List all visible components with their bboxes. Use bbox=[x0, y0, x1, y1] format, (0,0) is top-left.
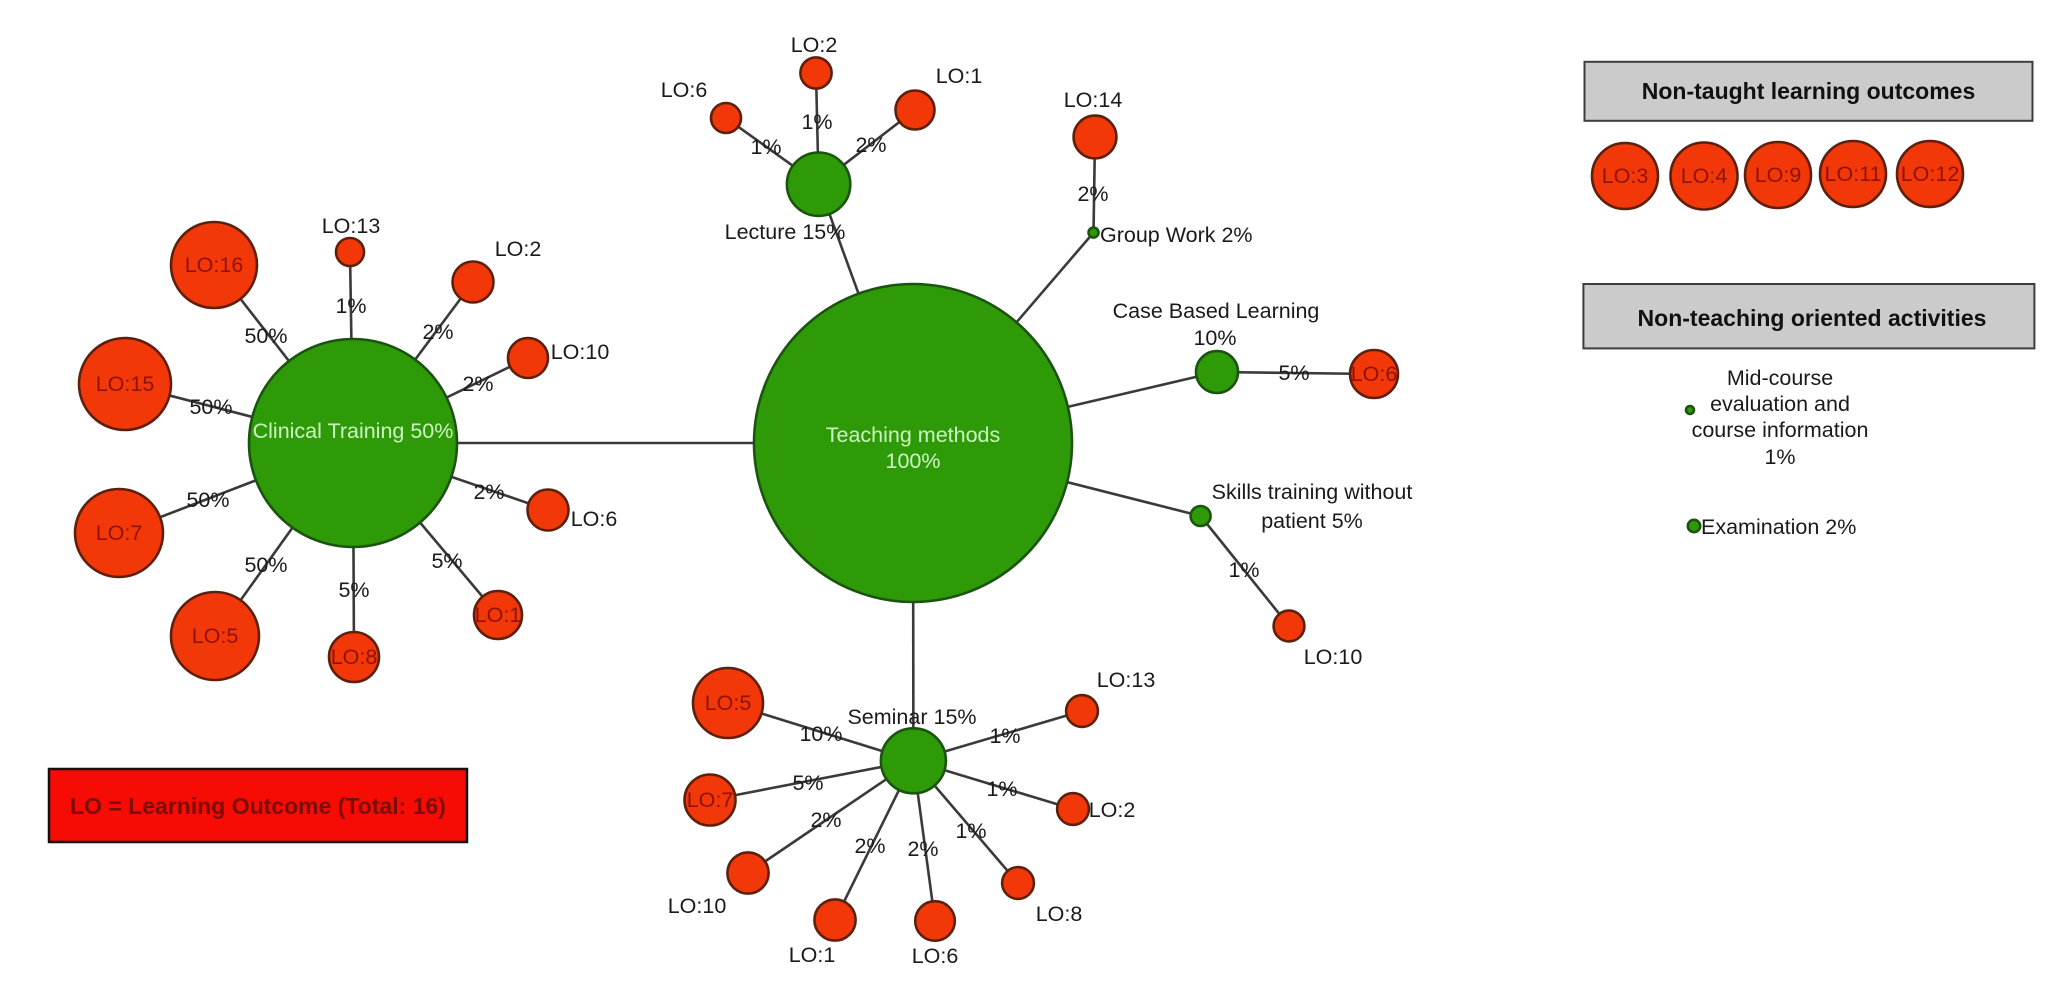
svg-text:LO:6: LO:6 bbox=[912, 944, 959, 968]
svg-text:2%: 2% bbox=[422, 320, 453, 344]
svg-text:2%: 2% bbox=[855, 133, 886, 157]
svg-text:1%: 1% bbox=[986, 777, 1017, 801]
svg-text:5%: 5% bbox=[792, 771, 823, 795]
svg-text:LO:1: LO:1 bbox=[789, 943, 836, 967]
svg-text:LO:15: LO:15 bbox=[96, 372, 155, 396]
svg-text:5%: 5% bbox=[1278, 361, 1309, 385]
svg-text:LO:9: LO:9 bbox=[1755, 163, 1802, 187]
svg-text:1%: 1% bbox=[955, 819, 986, 843]
svg-text:Non-taught learning outcomes: Non-taught learning outcomes bbox=[1642, 78, 1976, 104]
svg-text:evaluation and: evaluation and bbox=[1710, 392, 1850, 416]
svg-text:LO:12: LO:12 bbox=[1901, 162, 1960, 186]
svg-text:1%: 1% bbox=[1228, 558, 1259, 582]
svg-text:LO:10: LO:10 bbox=[668, 894, 727, 918]
svg-text:50%: 50% bbox=[186, 488, 229, 512]
svg-text:10%: 10% bbox=[799, 722, 842, 746]
svg-text:Seminar 15%: Seminar 15% bbox=[847, 705, 976, 729]
svg-text:Non-teaching oriented activiti: Non-teaching oriented activities bbox=[1638, 305, 1987, 331]
svg-text:1%: 1% bbox=[989, 724, 1020, 748]
svg-text:1%: 1% bbox=[335, 294, 366, 318]
svg-text:LO:3: LO:3 bbox=[1602, 164, 1649, 188]
svg-text:5%: 5% bbox=[431, 549, 462, 573]
svg-text:LO:10: LO:10 bbox=[1304, 645, 1363, 669]
svg-text:LO:2: LO:2 bbox=[791, 33, 838, 57]
svg-text:LO:7: LO:7 bbox=[687, 788, 734, 812]
svg-text:1%: 1% bbox=[750, 135, 781, 159]
svg-text:Clinical Training 50%: Clinical Training 50% bbox=[253, 419, 454, 443]
svg-text:2%: 2% bbox=[907, 837, 938, 861]
svg-text:LO = Learning Outcome (Total:: LO = Learning Outcome (Total: 16) bbox=[70, 793, 446, 819]
svg-text:LO:1: LO:1 bbox=[475, 603, 522, 627]
svg-text:LO:14: LO:14 bbox=[1064, 88, 1123, 112]
svg-text:patient 5%: patient 5% bbox=[1261, 509, 1363, 533]
svg-text:LO:2: LO:2 bbox=[1089, 798, 1136, 822]
svg-text:Mid-course: Mid-course bbox=[1727, 366, 1833, 390]
svg-text:LO:8: LO:8 bbox=[1036, 902, 1083, 926]
svg-text:LO:1: LO:1 bbox=[936, 64, 983, 88]
svg-text:LO:13: LO:13 bbox=[1097, 668, 1156, 692]
svg-text:50%: 50% bbox=[189, 395, 232, 419]
svg-text:LO:10: LO:10 bbox=[551, 340, 610, 364]
svg-text:Group Work 2%: Group Work 2% bbox=[1100, 223, 1253, 247]
svg-text:LO:5: LO:5 bbox=[192, 624, 239, 648]
svg-text:10%: 10% bbox=[1193, 326, 1236, 350]
svg-text:LO:2: LO:2 bbox=[495, 237, 542, 261]
svg-text:1%: 1% bbox=[1764, 445, 1795, 469]
svg-text:1%: 1% bbox=[801, 110, 832, 134]
svg-text:LO:6: LO:6 bbox=[571, 507, 618, 531]
svg-text:Case Based Learning: Case Based Learning bbox=[1113, 299, 1320, 323]
svg-text:2%: 2% bbox=[473, 480, 504, 504]
svg-text:100%: 100% bbox=[886, 449, 941, 473]
svg-text:LO:8: LO:8 bbox=[331, 645, 378, 669]
svg-text:Lecture 15%: Lecture 15% bbox=[725, 220, 846, 244]
svg-text:LO:4: LO:4 bbox=[1681, 164, 1728, 188]
svg-text:50%: 50% bbox=[244, 324, 287, 348]
svg-text:Skills training without: Skills training without bbox=[1212, 480, 1413, 504]
svg-text:5%: 5% bbox=[338, 578, 369, 602]
svg-text:LO:5: LO:5 bbox=[705, 691, 752, 715]
svg-text:LO:16: LO:16 bbox=[185, 253, 244, 277]
svg-text:LO:11: LO:11 bbox=[1825, 162, 1882, 186]
svg-text:2%: 2% bbox=[1077, 182, 1108, 206]
svg-text:LO:13: LO:13 bbox=[322, 214, 381, 238]
svg-text:2%: 2% bbox=[462, 372, 493, 396]
svg-text:LO:6: LO:6 bbox=[1351, 362, 1398, 386]
svg-text:2%: 2% bbox=[854, 834, 885, 858]
svg-text:LO:7: LO:7 bbox=[96, 521, 143, 545]
svg-text:50%: 50% bbox=[244, 553, 287, 577]
svg-text:Examination 2%: Examination 2% bbox=[1701, 515, 1856, 539]
svg-text:LO:6: LO:6 bbox=[661, 78, 708, 102]
svg-text:course information: course information bbox=[1692, 418, 1869, 442]
svg-text:Teaching methods: Teaching methods bbox=[826, 423, 1001, 447]
svg-text:2%: 2% bbox=[810, 808, 841, 832]
